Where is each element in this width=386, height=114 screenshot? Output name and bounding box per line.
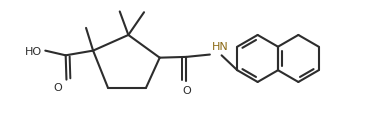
Text: O: O bbox=[182, 85, 191, 95]
Text: HO: HO bbox=[25, 46, 42, 56]
Text: HN: HN bbox=[212, 41, 228, 51]
Text: O: O bbox=[54, 82, 62, 92]
